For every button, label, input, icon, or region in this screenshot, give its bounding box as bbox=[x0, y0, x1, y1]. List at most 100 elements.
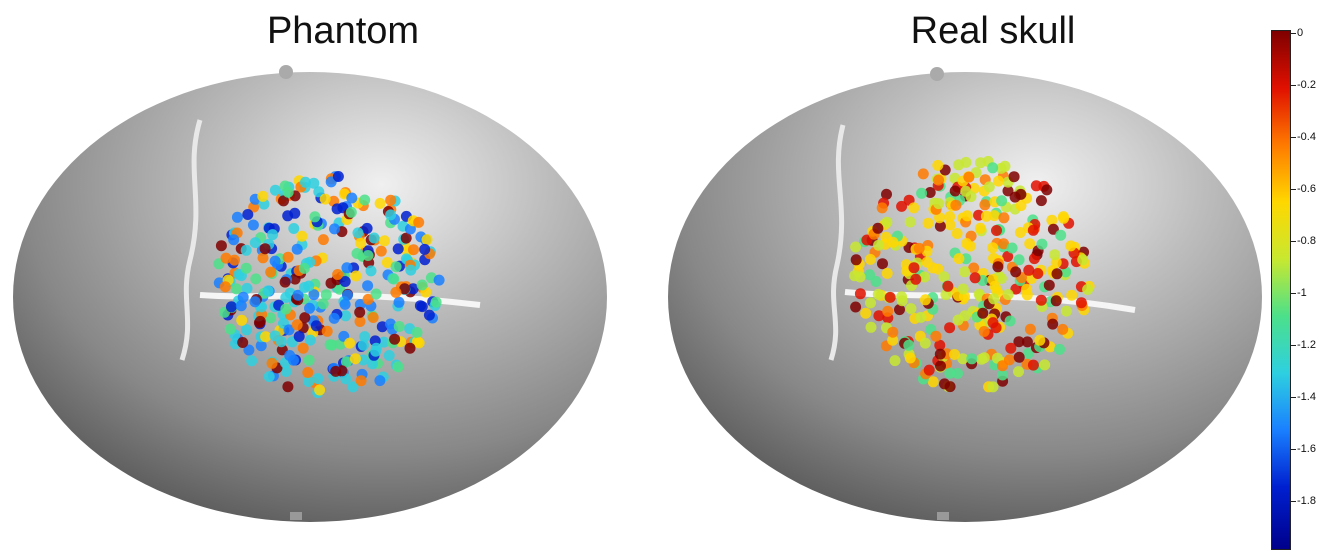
panel-title-phantom: Phantom bbox=[266, 10, 420, 52]
measurement-point bbox=[314, 384, 326, 396]
measurement-point bbox=[388, 273, 400, 285]
measurement-point bbox=[1043, 279, 1055, 291]
measurement-point bbox=[997, 369, 1008, 381]
measurement-point bbox=[960, 185, 972, 197]
colorbar-tick bbox=[1291, 501, 1296, 502]
measurement-point bbox=[257, 190, 269, 202]
measurement-point bbox=[362, 250, 374, 261]
measurement-point bbox=[293, 331, 305, 342]
measurement-point bbox=[1014, 227, 1026, 238]
colorbar-tick bbox=[1291, 293, 1296, 294]
measurement-point bbox=[246, 355, 258, 367]
measurement-point bbox=[413, 216, 425, 228]
measurement-point bbox=[317, 234, 329, 246]
measurement-point bbox=[334, 283, 346, 295]
measurement-point bbox=[872, 288, 884, 300]
measurement-point bbox=[220, 252, 232, 264]
measurement-point bbox=[355, 375, 367, 387]
colorbar-tick bbox=[1291, 33, 1296, 34]
measurement-point bbox=[370, 288, 382, 300]
measurement-point bbox=[324, 339, 336, 351]
measurement-point bbox=[279, 180, 291, 192]
measurement-point bbox=[1030, 180, 1042, 192]
measurement-point bbox=[260, 331, 272, 343]
measurement-point bbox=[1065, 240, 1077, 252]
measurement-point bbox=[864, 253, 876, 265]
colorbar-tick-label: -1.4 bbox=[1297, 391, 1316, 403]
measurement-point bbox=[944, 322, 956, 334]
measurement-point bbox=[1021, 283, 1033, 295]
measurement-point bbox=[303, 354, 315, 366]
colorbar-tick bbox=[1291, 449, 1296, 450]
measurement-point bbox=[1027, 224, 1039, 236]
measurement-point bbox=[969, 272, 981, 284]
measurement-point bbox=[950, 199, 962, 211]
measurement-point bbox=[873, 310, 885, 322]
measurement-point bbox=[404, 342, 416, 354]
measurement-point bbox=[341, 356, 352, 368]
measurement-point bbox=[997, 360, 1008, 372]
measurement-point bbox=[1039, 359, 1051, 371]
measurement-point bbox=[302, 367, 314, 378]
colorbar-tick bbox=[1291, 397, 1296, 398]
measurement-point bbox=[299, 312, 311, 324]
marker-bottom bbox=[937, 512, 949, 520]
measurement-point bbox=[235, 300, 247, 312]
measurement-point bbox=[1022, 348, 1034, 359]
measurement-point bbox=[317, 298, 329, 310]
measurement-point bbox=[411, 327, 423, 338]
measurement-point bbox=[385, 194, 397, 206]
measurement-point bbox=[280, 366, 292, 377]
measurement-point bbox=[255, 340, 267, 352]
marker-top bbox=[930, 67, 944, 81]
measurement-point bbox=[905, 303, 917, 315]
measurement-point bbox=[987, 317, 999, 329]
measurement-point bbox=[930, 330, 942, 342]
measurement-point bbox=[243, 344, 255, 356]
measurement-point bbox=[1034, 334, 1046, 346]
measurement-point bbox=[961, 210, 973, 222]
measurement-point bbox=[983, 181, 995, 193]
measurement-point bbox=[433, 274, 445, 286]
measurement-point bbox=[1049, 249, 1061, 261]
measurement-point bbox=[259, 243, 271, 255]
measurement-point bbox=[392, 361, 404, 373]
measurement-point bbox=[262, 285, 274, 297]
measurement-point bbox=[309, 211, 321, 223]
marker-top bbox=[279, 65, 293, 79]
measurement-point bbox=[934, 212, 945, 224]
measurement-point bbox=[407, 283, 419, 295]
measurement-point bbox=[423, 309, 435, 321]
measurement-point bbox=[405, 264, 417, 276]
measurement-point bbox=[887, 236, 899, 248]
measurement-point bbox=[933, 198, 945, 210]
measurement-point bbox=[916, 187, 928, 199]
measurement-point bbox=[304, 302, 315, 314]
measurement-point bbox=[374, 375, 386, 387]
measurement-point bbox=[1002, 251, 1014, 262]
measurement-point bbox=[231, 211, 243, 223]
measurement-point bbox=[228, 234, 240, 246]
measurement-point bbox=[321, 325, 333, 337]
measurement-point bbox=[332, 269, 344, 280]
measurement-point bbox=[966, 353, 978, 365]
measurement-point bbox=[385, 209, 397, 221]
measurement-point bbox=[998, 238, 1010, 250]
measurement-point bbox=[977, 307, 989, 319]
suture-line bbox=[179, 119, 203, 361]
colorbar-tick-label: -1.8 bbox=[1297, 495, 1316, 507]
measurement-point bbox=[345, 206, 357, 218]
colorbar-tick-label: -0.2 bbox=[1297, 79, 1316, 91]
measurement-point bbox=[932, 159, 944, 171]
measurement-point bbox=[904, 352, 916, 364]
measurement-point bbox=[1013, 336, 1025, 348]
measurement-point bbox=[390, 261, 402, 273]
measurement-point bbox=[413, 337, 425, 349]
measurement-point bbox=[915, 311, 927, 323]
measurement-point bbox=[993, 175, 1004, 187]
measurement-point bbox=[987, 242, 999, 254]
measurement-point bbox=[1008, 171, 1020, 183]
colorbar-tick-label: -0.6 bbox=[1297, 183, 1316, 195]
measurement-point bbox=[934, 339, 946, 351]
colorbar-tick bbox=[1291, 137, 1296, 138]
